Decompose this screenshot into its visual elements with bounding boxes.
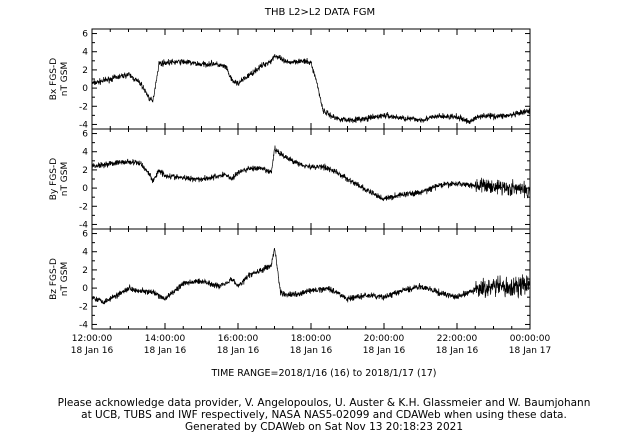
y-axis-unit: nT GSM <box>60 262 70 297</box>
panel-frame <box>91 128 531 230</box>
y-tick-label: -2 <box>79 302 88 312</box>
footer-acknowledge-line-2: at UCB, TUBS and IWF respectively, NASA … <box>81 409 567 421</box>
y-tick-label: 0 <box>82 284 88 294</box>
footer-generated-line: Generated by CDAWeb on Sat Nov 13 20:18:… <box>185 421 463 433</box>
x-tick-date-label: 18 Jan 16 <box>436 346 479 356</box>
y-tick-label: 0 <box>82 84 88 94</box>
y-tick-label: 4 <box>82 48 88 58</box>
y-tick-label: -4 <box>79 120 88 130</box>
y-tick-label: 2 <box>82 266 88 276</box>
series-line-2 <box>91 145 531 202</box>
panel-2: 6 4 2 0 -2 -4 By FGS-D nT GSM <box>49 128 531 230</box>
y-tick-label: 6 <box>82 230 88 240</box>
y-tick-label: -2 <box>79 202 88 212</box>
y-axis-unit: nT GSM <box>60 162 70 197</box>
y-tick-label: -4 <box>79 320 88 330</box>
time-range-label: TIME RANGE=2018/1/16 (16) to 2018/1/17 (… <box>210 368 436 379</box>
y-tick-label: 4 <box>82 148 88 158</box>
x-tick-date-label: 18 Jan 16 <box>290 346 333 356</box>
panel-frame <box>91 28 531 130</box>
y-tick-label: -2 <box>79 102 88 112</box>
x-tick-date-label: 18 Jan 16 <box>363 346 406 356</box>
x-axis: 12:00:00 18 Jan 16 14:00:00 18 Jan 16 16:00:… <box>71 334 552 356</box>
y-tick-label: 6 <box>82 130 88 140</box>
series-line-1 <box>91 54 531 124</box>
x-tick-date-label: 18 Jan 17 <box>509 346 552 356</box>
x-tick-date-label: 18 Jan 16 <box>217 346 260 356</box>
footer-acknowledge-line-1: Please acknowledge data provider, V. Ang… <box>58 397 591 409</box>
y-tick-label: 6 <box>82 30 88 40</box>
y-axis-label: By FGS-D <box>49 158 59 200</box>
y-tick-label: 4 <box>82 248 88 258</box>
panel-frame <box>91 228 531 330</box>
y-axis-unit: nT GSM <box>60 62 70 97</box>
y-axis-label: Bx FGS-D <box>49 58 59 100</box>
y-tick-label: -4 <box>79 220 88 230</box>
y-tick-label: 2 <box>82 66 88 76</box>
x-tick-time-label: 20:00:00 <box>364 334 405 344</box>
y-tick-label: 0 <box>82 184 88 194</box>
chart-title: THB L2>L2 DATA FGM <box>264 7 375 18</box>
y-tick-label: 2 <box>82 166 88 176</box>
x-tick-date-label: 18 Jan 16 <box>144 346 187 356</box>
x-tick-time-label: 00:00:00 <box>510 334 551 344</box>
x-tick-time-label: 14:00:00 <box>145 334 186 344</box>
x-tick-time-label: 22:00:00 <box>437 334 478 344</box>
panel-1: 6 4 2 0 -2 -4 Bx FGS-D nT GSM <box>49 28 531 130</box>
x-tick-time-label: 18:00:00 <box>291 334 332 344</box>
y-axis-label: Bz FGS-D <box>49 258 59 300</box>
x-tick-time-label: 16:00:00 <box>218 334 259 344</box>
x-tick-time-label: 12:00:00 <box>72 334 113 344</box>
panel-3: 6 4 2 0 -2 -4 Bz FGS-D nT GSM <box>49 228 531 330</box>
x-tick-date-label: 18 Jan 16 <box>71 346 114 356</box>
series-line-3 <box>91 247 531 305</box>
